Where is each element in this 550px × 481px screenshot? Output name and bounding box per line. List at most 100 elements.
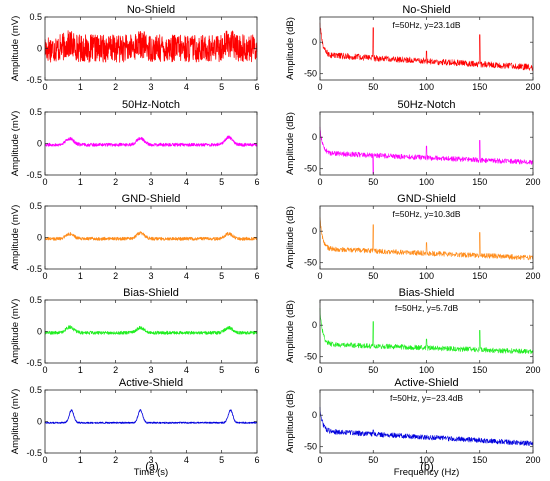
chart-3-ytick-label-2: 0.5 [29,295,42,305]
chart-2-xtick-label-3: 3 [148,271,153,281]
chart-5-plot-area [320,17,533,80]
chart-7-title: GND-Shield [397,193,456,205]
chart-6-ytick-label-1: 0 [312,132,317,142]
chart-0-xtick-label-4: 4 [184,82,189,92]
chart-6-xtick-label-4: 200 [525,177,540,187]
chart-4-xtick-label-4: 4 [184,455,189,465]
chart-3-series-0 [44,325,258,335]
chart-9-series-0 [319,407,534,446]
chart-9-ylabel: Amplitude (dB) [285,390,296,453]
chart-7-annotation: f=50Hz, y=10.3dB [392,209,460,219]
chart-0-ytick-label-0: -0.5 [26,75,42,85]
caption-right: (b) [420,461,433,473]
chart-3-ytick-label-0: -0.5 [26,358,42,368]
chart-0-ytick-label-1: 0 [37,44,42,54]
chart-3-xtick-label-4: 4 [184,365,189,375]
chart-6-xtick-label-0: 0 [317,177,322,187]
chart-1-series-0 [44,135,258,147]
chart-1-xtick-label-3: 3 [148,177,153,187]
chart-0-xtick-label-5: 5 [219,82,224,92]
chart-0-title: No-Shield [127,4,175,16]
chart-6-title: 50Hz-Notch [397,99,455,111]
chart-9-xtick-label-0: 0 [317,455,322,465]
chart-0-ytick-label-2: 0.5 [29,12,42,22]
chart-8-xtick-label-0: 0 [317,365,322,375]
chart-7-series-0 [319,217,534,261]
chart-1-ytick-label-2: 0.5 [29,107,42,117]
chart-3-xtick-label-3: 3 [148,365,153,375]
chart-2-xtick-label-4: 4 [184,271,189,281]
chart-8-xtick-label-2: 100 [419,365,434,375]
chart-4-xlabel: Time (s) [134,467,168,478]
chart-5-ytick-label-1: 0 [312,37,317,47]
chart-7-ytick-label-1: 0 [312,226,317,236]
chart-5-annotation: f=50Hz, y=23.1dB [392,20,460,30]
chart-0-ylabel: Amplitude (mV) [10,16,21,81]
chart-7-xtick-label-2: 100 [419,271,434,281]
chart-7-xtick-label-3: 150 [472,271,487,281]
chart-3-xtick-label-5: 5 [219,365,224,375]
chart-5-xtick-label-0: 0 [317,82,322,92]
chart-8-ytick-label-0: -50 [304,352,317,362]
chart-2-xtick-label-1: 1 [78,271,83,281]
chart-9-ytick-label-0: -50 [304,442,317,452]
chart-7-ylabel: Amplitude (dB) [285,206,296,269]
chart-7-xtick-label-0: 0 [317,271,322,281]
chart-8-ytick-label-1: 0 [312,320,317,330]
chart-8-ylabel: Amplitude (dB) [285,300,296,363]
chart-4-xtick-label-6: 6 [254,455,259,465]
chart-9-xtick-label-2: 100 [419,455,434,465]
chart-2-xtick-label-5: 5 [219,271,224,281]
chart-3-xtick-label-6: 6 [254,365,259,375]
chart-9-ytick-label-1: 0 [312,410,317,420]
chart-3-title: Bias-Shield [123,287,179,299]
chart-4-xtick-label-2: 2 [113,455,118,465]
chart-2-ytick-label-1: 0 [37,233,42,243]
chart-1-xtick-label-1: 1 [78,177,83,187]
chart-3-xtick-label-0: 0 [42,365,47,375]
chart-2-xtick-label-0: 0 [42,271,47,281]
chart-1-ytick-label-0: -0.5 [26,170,42,180]
chart-2-series-0 [44,231,258,241]
chart-9-xlabel: Frequency (Hz) [394,467,459,478]
chart-4-xtick-label-5: 5 [219,455,224,465]
chart-8-xtick-label-1: 50 [368,365,378,375]
chart-0-xtick-label-2: 2 [113,82,118,92]
chart-7-xtick-label-4: 200 [525,271,540,281]
chart-2-ytick-label-0: -0.5 [26,264,42,274]
chart-5-ytick-label-0: -50 [304,69,317,79]
chart-5-xtick-label-4: 200 [525,82,540,92]
chart-4-series-0 [44,409,258,424]
chart-5-xtick-label-2: 100 [419,82,434,92]
chart-1-xtick-label-4: 4 [184,177,189,187]
chart-1-title: 50Hz-Notch [122,99,180,111]
chart-6-ylabel: Amplitude (dB) [285,112,296,175]
chart-4-plot-area [45,390,257,453]
chart-2-title: GND-Shield [122,193,181,205]
chart-0-series-0 [44,30,258,63]
chart-0-xtick-label-1: 1 [78,82,83,92]
chart-1-xtick-label-5: 5 [219,177,224,187]
chart-6-plot-area [320,112,533,175]
chart-5-ylabel: Amplitude (dB) [285,17,296,80]
chart-8-xtick-label-3: 150 [472,365,487,375]
chart-9-annotation: f=50Hz, y=−23.4dB [390,393,463,403]
chart-2-xtick-label-2: 2 [113,271,118,281]
chart-8-plot-area [320,300,533,363]
chart-3-ytick-label-1: 0 [37,327,42,337]
chart-2-ytick-label-2: 0.5 [29,201,42,211]
chart-8-series-0 [319,307,534,355]
chart-4-ytick-label-1: 0 [37,417,42,427]
chart-5-xtick-label-3: 150 [472,82,487,92]
chart-4-title: Active-Shield [119,377,183,389]
